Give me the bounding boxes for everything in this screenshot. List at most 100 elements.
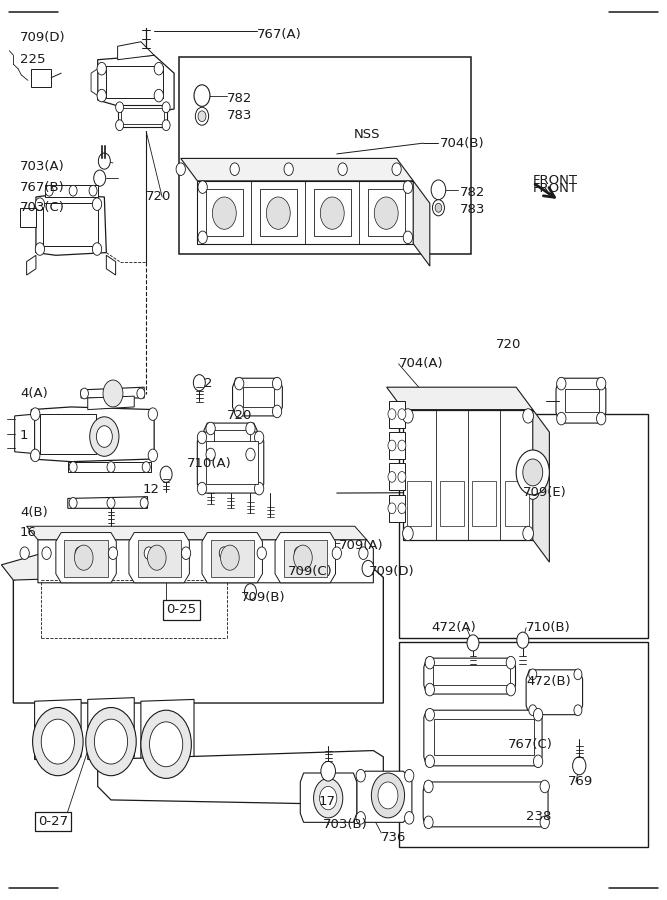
Text: 782: 782: [227, 92, 253, 104]
Circle shape: [272, 377, 281, 390]
Circle shape: [254, 482, 263, 495]
Circle shape: [97, 62, 106, 75]
Text: 4(B): 4(B): [20, 507, 48, 519]
Text: 709(A): 709(A): [339, 538, 384, 552]
Circle shape: [69, 498, 77, 508]
Circle shape: [574, 669, 582, 680]
Circle shape: [294, 547, 303, 560]
Text: 767(A): 767(A): [257, 28, 302, 41]
Circle shape: [398, 409, 406, 419]
Text: 17: 17: [318, 796, 336, 808]
Text: NSS: NSS: [354, 128, 380, 140]
Circle shape: [338, 163, 348, 176]
Polygon shape: [423, 782, 548, 827]
Circle shape: [424, 780, 433, 793]
Circle shape: [197, 431, 207, 444]
Polygon shape: [88, 396, 134, 410]
Circle shape: [141, 710, 191, 778]
Circle shape: [403, 526, 414, 541]
Circle shape: [107, 498, 115, 508]
Circle shape: [398, 503, 406, 514]
Circle shape: [148, 408, 157, 420]
Circle shape: [266, 197, 290, 230]
Circle shape: [81, 388, 89, 399]
Circle shape: [245, 584, 256, 599]
Circle shape: [20, 547, 29, 560]
Circle shape: [42, 547, 51, 560]
Bar: [211, 540, 253, 578]
Circle shape: [235, 377, 244, 390]
Circle shape: [246, 422, 255, 435]
Text: 767(B): 767(B): [20, 181, 65, 194]
Circle shape: [69, 462, 77, 472]
Polygon shape: [129, 533, 189, 583]
Circle shape: [181, 547, 191, 560]
Polygon shape: [1, 554, 374, 580]
Circle shape: [193, 374, 205, 391]
Circle shape: [206, 448, 215, 461]
Polygon shape: [526, 670, 582, 715]
Circle shape: [113, 388, 121, 399]
Text: 4(A): 4(A): [20, 387, 48, 400]
Polygon shape: [15, 414, 35, 454]
Polygon shape: [300, 773, 357, 823]
Circle shape: [96, 426, 112, 447]
Polygon shape: [36, 194, 106, 256]
Text: 472(A): 472(A): [432, 621, 476, 634]
Bar: [214, 430, 251, 450]
Bar: [179, 57, 471, 255]
Circle shape: [523, 526, 534, 541]
Text: FRONT: FRONT: [533, 175, 578, 187]
Circle shape: [425, 755, 434, 768]
Text: 709(B): 709(B): [241, 590, 285, 604]
Polygon shape: [88, 698, 134, 760]
Circle shape: [467, 634, 479, 651]
Circle shape: [75, 547, 85, 560]
Text: 709(E): 709(E): [523, 486, 566, 499]
Circle shape: [403, 409, 414, 423]
Text: 704(B): 704(B): [440, 137, 484, 149]
Circle shape: [45, 185, 53, 196]
Polygon shape: [31, 407, 154, 462]
Circle shape: [356, 770, 366, 782]
Text: 704(A): 704(A): [399, 357, 443, 371]
Bar: [40, 414, 96, 454]
Polygon shape: [27, 526, 367, 540]
Circle shape: [392, 163, 402, 176]
Polygon shape: [389, 432, 406, 459]
Circle shape: [198, 111, 206, 122]
Circle shape: [160, 466, 172, 482]
Text: 703(B): 703(B): [323, 817, 368, 831]
Circle shape: [284, 163, 293, 176]
Circle shape: [405, 770, 414, 782]
Circle shape: [435, 203, 442, 212]
Bar: [399, 414, 648, 638]
Polygon shape: [556, 378, 606, 423]
Text: 769: 769: [568, 776, 593, 788]
Polygon shape: [197, 181, 414, 244]
Bar: [20, 208, 36, 228]
Circle shape: [257, 547, 266, 560]
Circle shape: [254, 431, 263, 444]
Circle shape: [321, 761, 336, 781]
Circle shape: [198, 181, 207, 194]
Circle shape: [424, 816, 433, 829]
Circle shape: [162, 102, 170, 112]
Polygon shape: [117, 104, 167, 127]
Text: 782: 782: [460, 186, 485, 199]
Circle shape: [31, 449, 40, 462]
Text: 720: 720: [496, 338, 522, 351]
Text: 0-27: 0-27: [38, 815, 68, 828]
Circle shape: [516, 450, 550, 495]
Circle shape: [388, 472, 396, 482]
Text: FRONT: FRONT: [533, 182, 578, 194]
Circle shape: [195, 107, 209, 125]
Text: 709(D): 709(D): [20, 31, 65, 44]
Circle shape: [33, 707, 83, 776]
Circle shape: [506, 656, 516, 669]
Bar: [243, 387, 273, 407]
Circle shape: [431, 180, 446, 200]
Bar: [106, 66, 163, 98]
Circle shape: [398, 440, 406, 451]
Circle shape: [534, 708, 543, 721]
